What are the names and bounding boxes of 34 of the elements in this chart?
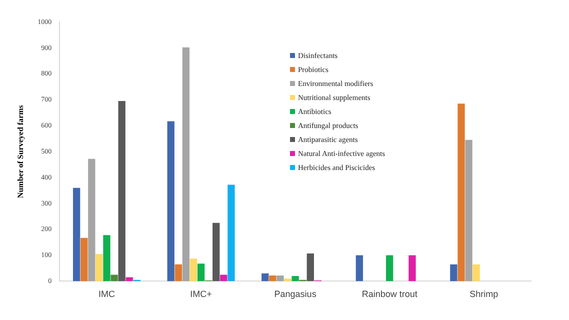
x-tick-label: IMC+ [190,289,212,300]
bar [276,276,284,282]
bar [269,276,276,282]
bar [292,276,299,282]
bar [228,184,235,282]
bar [96,254,103,282]
bar [386,255,394,282]
bar [197,264,205,282]
bar [167,121,174,282]
bar [458,104,465,282]
bar [306,253,314,282]
bar [80,238,88,282]
bar [182,47,190,282]
x-tick-label: Rainbow trout [362,289,418,300]
bar [356,255,363,282]
bar [110,274,118,282]
bar [103,235,110,282]
bar [465,140,472,282]
bar [262,273,269,282]
x-tick-label: Shrimp [470,289,498,300]
bar [284,278,292,282]
bar [220,274,228,282]
bar [118,101,126,282]
y-axis-title: Number of Surveyed farms [16,105,25,198]
bar [190,258,198,282]
bar [408,255,416,282]
x-tick-label: Pangasius [274,289,317,300]
bar [472,264,480,282]
bar [72,188,80,282]
bar [450,264,458,282]
bar [174,264,182,282]
bar [88,158,96,282]
bar [212,222,220,282]
x-tick-label: IMC [98,289,116,300]
